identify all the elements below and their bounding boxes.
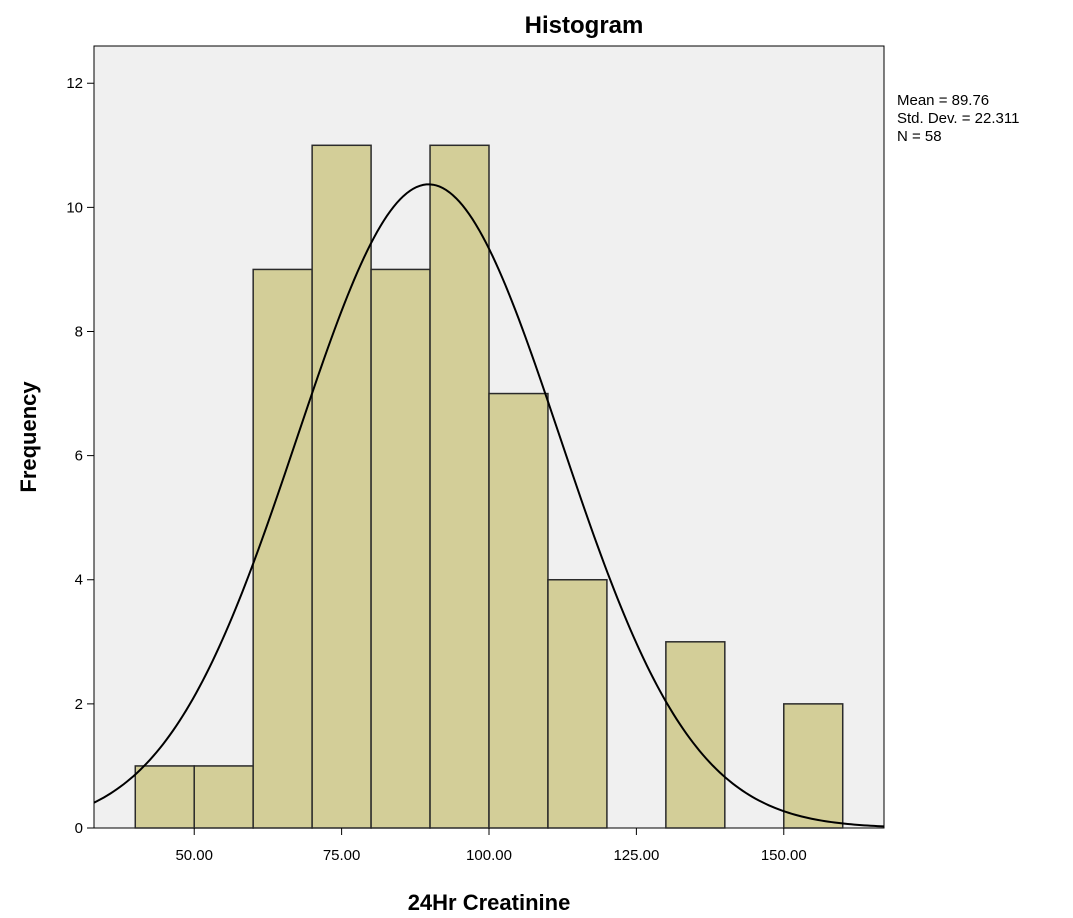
histogram-bar [488,392,549,829]
normal-curve [93,183,885,828]
histogram-bar [134,765,195,829]
histogram-bar [783,703,844,829]
x-tick-label: 150.00 [761,847,807,864]
x-tick-label: 50.00 [175,847,213,864]
histogram-bar [429,144,490,829]
chart-title: Histogram [525,12,644,39]
y-axis-title: Frequency [16,381,41,493]
stats-line: N = 58 [897,128,942,145]
y-tick-label: 12 [66,75,83,92]
x-tick-label: 100.00 [466,847,512,864]
bars-group [134,144,844,829]
y-tick-label: 6 [75,448,83,465]
histogram-bar [370,268,431,829]
y-axis: 0 2 4 6 8 10 12 [66,75,94,837]
y-tick-label: 10 [66,199,83,216]
x-axis-title: 24Hr Creatinine [408,890,571,915]
x-axis: 50.00 75.00 100.00 125.00 150.00 [175,828,807,864]
y-tick-label: 4 [75,572,83,589]
x-tick-label: 125.00 [613,847,659,864]
stats-line: Std. Dev. = 22.311 [897,110,1019,127]
histogram-bar [252,268,313,829]
y-tick-label: 2 [75,696,83,713]
histogram-bar [311,144,372,829]
y-tick-label: 8 [75,323,83,340]
histogram-bar [547,578,608,829]
stats-line: Mean = 89.76 [897,92,989,109]
y-tick-label: 0 [75,820,83,837]
histogram-bar [665,641,726,829]
histogram-bar [193,765,254,829]
x-tick-label: 75.00 [323,847,361,864]
